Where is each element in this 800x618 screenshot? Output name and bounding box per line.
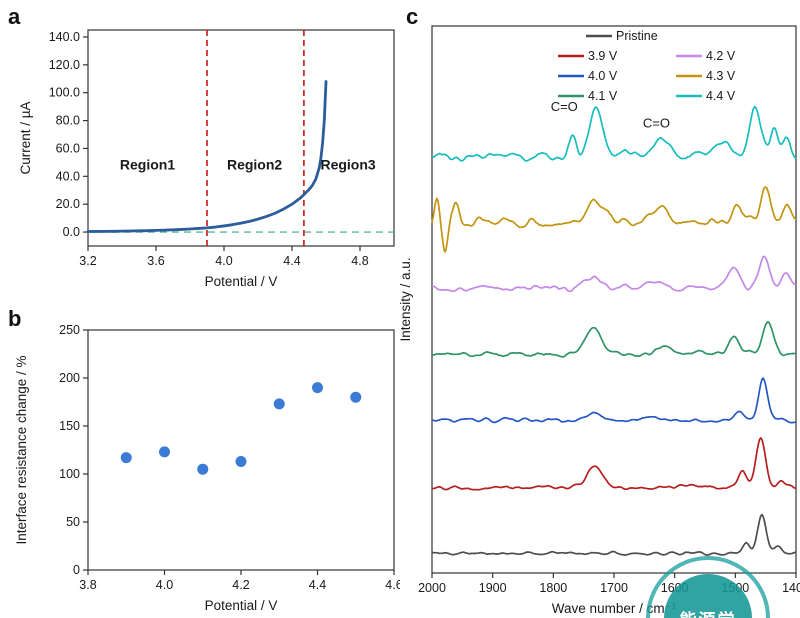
plot-frame xyxy=(87,29,395,247)
x-axis-title: Potential / V xyxy=(205,598,278,613)
spectrum-3.9-V xyxy=(431,437,797,491)
legend-label: 3.9 V xyxy=(588,49,618,63)
spectrum-4.1-V xyxy=(431,320,796,358)
y-tick-label: 200 xyxy=(59,371,80,385)
x-axis-title: Potential / V xyxy=(205,274,278,289)
panel-a-chart: 3.2 3.6 4.0 4.4 4.8 0.0 20.0 40.0 60.0 80.0 100.0 1… xyxy=(18,29,395,289)
spectrum-4.2-V xyxy=(431,255,797,293)
x-tick-label: 2000 xyxy=(418,581,446,595)
x-tick-label: 4.4 xyxy=(283,254,300,268)
x-tick-label: 1800 xyxy=(539,581,567,595)
x-tick-label: 4.4 xyxy=(309,578,326,592)
x-tick-label: 1900 xyxy=(479,581,507,595)
x-tick-label: 1700 xyxy=(600,581,628,595)
resistance-data-point xyxy=(312,382,323,394)
x-tick-label: 1400 xyxy=(782,581,800,595)
x-tick-label: 4.8 xyxy=(351,254,368,268)
resistance-data-point xyxy=(235,456,247,468)
watermark-text: 能源学 xyxy=(680,606,737,618)
y-tick-label: 0.0 xyxy=(63,225,80,239)
lsv-curve xyxy=(86,80,328,233)
region-label: Region3 xyxy=(320,156,375,172)
plot-frame xyxy=(431,25,797,574)
panel-c-chart: 2000190018001700160015001400Wave number … xyxy=(400,25,800,616)
co-annotation: C=O xyxy=(551,99,578,114)
spectrum-4.3-V xyxy=(431,186,797,253)
panel-b-letter: b xyxy=(8,306,22,331)
x-tick-label: 3.6 xyxy=(147,254,164,268)
y-axis-title: Interface resistance change / % xyxy=(14,355,29,544)
region-label: Region2 xyxy=(227,156,282,172)
y-tick-label: 0 xyxy=(73,563,80,577)
spectrum-Pristine xyxy=(431,513,797,557)
y-tick-label: 250 xyxy=(59,323,80,337)
x-axis-title: Wave number / cm⁻¹ xyxy=(552,601,677,616)
y-tick-label: 80.0 xyxy=(56,114,80,128)
y-axis-title: Intensity / a.u. xyxy=(400,257,413,341)
y-tick-label: 60.0 xyxy=(56,141,80,155)
y-tick-label: 40.0 xyxy=(56,169,80,183)
y-tick-label: 20.0 xyxy=(56,197,80,211)
y-axis-title: Current / µA xyxy=(18,101,33,174)
x-tick-label: 3.2 xyxy=(79,254,96,268)
legend-label: 4.1 V xyxy=(588,89,618,103)
x-tick-label: 4.0 xyxy=(156,578,173,592)
y-tick-label: 50 xyxy=(66,515,80,529)
x-tick-label: 4.6 xyxy=(385,578,400,592)
spectrum-4.0-V xyxy=(432,377,797,424)
resistance-data-point xyxy=(159,446,170,458)
watermark-disc: 能源学 xyxy=(664,574,752,618)
x-tick-label: 3.8 xyxy=(79,578,96,592)
panel-c-letter: c xyxy=(406,4,419,29)
x-tick-label: 4.0 xyxy=(215,254,232,268)
resistance-data-point xyxy=(120,452,132,464)
resistance-data-point xyxy=(197,463,209,475)
watermark-logo: 能源学 xyxy=(646,556,770,618)
legend-label: 4.2 V xyxy=(706,49,736,63)
y-tick-label: 150 xyxy=(59,419,80,433)
y-tick-label: 140.0 xyxy=(49,30,80,44)
region-label: Region1 xyxy=(120,156,175,172)
y-tick-label: 100 xyxy=(59,467,80,481)
legend-label: 4.4 V xyxy=(706,89,736,103)
panel-a-letter: a xyxy=(8,4,21,29)
y-tick-label: 100.0 xyxy=(49,86,80,100)
legend-label: Pristine xyxy=(616,29,658,43)
x-tick-label: 4.2 xyxy=(232,578,249,592)
plot-frame xyxy=(87,329,395,571)
resistance-data-point xyxy=(273,398,285,410)
panel-b-chart: 3.8 4.0 4.2 4.4 4.6 0 50 100 150 200 250 Potential … xyxy=(14,323,400,613)
resistance-data-point xyxy=(350,391,362,403)
co-annotation: C=O xyxy=(643,115,670,130)
legend-label: 4.3 V xyxy=(706,69,736,83)
legend-label: 4.0 V xyxy=(588,69,618,83)
spectrum-4.4-V xyxy=(431,105,797,162)
y-tick-label: 120.0 xyxy=(49,58,80,72)
